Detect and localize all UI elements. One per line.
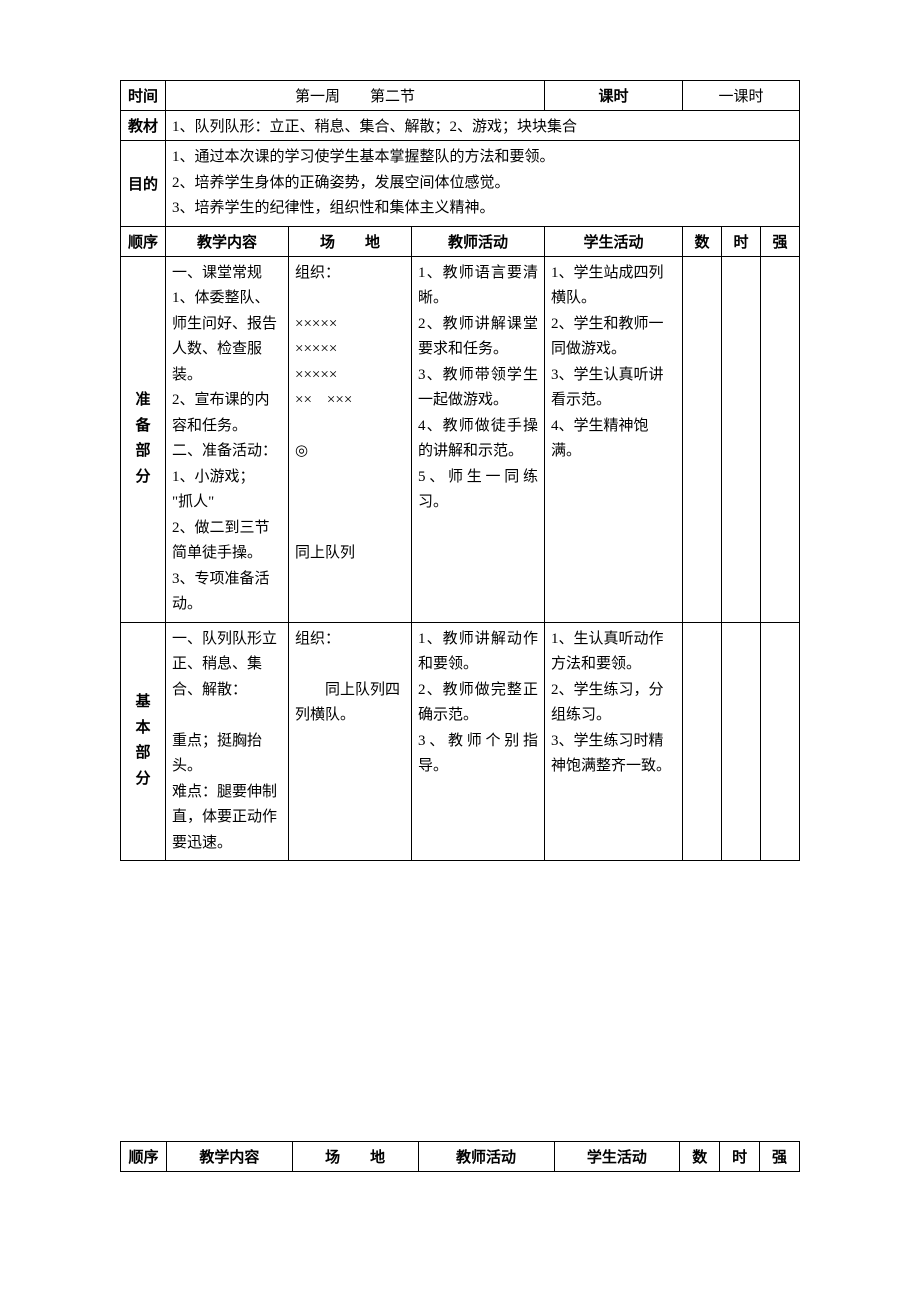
- col2-jiaoshi: 教师活动: [418, 1142, 554, 1172]
- col2-shunxu: 顺序: [121, 1142, 167, 1172]
- mudi-label: 目的: [121, 141, 166, 227]
- col-qiang: 强: [761, 226, 800, 256]
- col-jiaoshi: 教师活动: [412, 226, 545, 256]
- mudi-value: 1、通过本次课的学习使学生基本掌握整队的方法和要领。 2、培养学生身体的正确姿势…: [166, 141, 800, 227]
- col2-xuesheng: 学生活动: [554, 1142, 680, 1172]
- col-xuesheng: 学生活动: [545, 226, 683, 256]
- jiaocai-value: 1、队列队形：立正、稍息、集合、解散；2、游戏；块块集合: [166, 111, 800, 141]
- col-changdi: 场 地: [289, 226, 412, 256]
- time-label: 时间: [121, 81, 166, 111]
- basic-changdi: 组织： 同上队列四列横队。: [289, 622, 412, 861]
- basic-shu: [683, 622, 722, 861]
- lesson-plan-table-continued: 顺序 教学内容 场 地 教师活动 学生活动 数 时 强: [120, 1141, 800, 1172]
- basic-jiaoshi: 1、教师讲解动作和要领。 2、教师做完整正确示范。 3、教师个别指导。: [412, 622, 545, 861]
- page-gap: [120, 861, 800, 1141]
- time-value: 第一周 第二节: [166, 81, 545, 111]
- col2-neirong: 教学内容: [167, 1142, 293, 1172]
- col-shu: 数: [683, 226, 722, 256]
- keshi-label: 课时: [545, 81, 683, 111]
- col-shi: 时: [722, 226, 761, 256]
- prep-shu: [683, 256, 722, 622]
- prep-changdi: 组织： ××××× ××××× ××××× ×× ××× ◎ 同上队列: [289, 256, 412, 622]
- basic-qiang: [761, 622, 800, 861]
- section-label-prep: 准 备 部 分: [121, 256, 166, 622]
- prep-shi: [722, 256, 761, 622]
- basic-shi: [722, 622, 761, 861]
- prep-xuesheng: 1、学生站成四列横队。 2、学生和教师一同做游戏。 3、学生认真听讲看示范。 4…: [545, 256, 683, 622]
- prep-jiaoshi: 1、教师语言要清晰。 2、教师讲解课堂要求和任务。 3、教师带领学生一起做游戏。…: [412, 256, 545, 622]
- col2-shi: 时: [720, 1142, 760, 1172]
- section-label-basic: 基 本 部 分: [121, 622, 166, 861]
- basic-neirong: 一、队列队形立正、稍息、集合、解散： 重点；挺胸抬头。 难点：腿要伸制直，体要正…: [166, 622, 289, 861]
- col2-changdi: 场 地: [292, 1142, 418, 1172]
- col-shunxu: 顺序: [121, 226, 166, 256]
- col2-qiang: 强: [760, 1142, 800, 1172]
- prep-qiang: [761, 256, 800, 622]
- jiaocai-label: 教材: [121, 111, 166, 141]
- lesson-plan-table: 时间 第一周 第二节 课时 一课时 教材 1、队列队形：立正、稍息、集合、解散；…: [120, 80, 800, 861]
- col2-shu: 数: [680, 1142, 720, 1172]
- keshi-value: 一课时: [683, 81, 800, 111]
- col-neirong: 教学内容: [166, 226, 289, 256]
- basic-xuesheng: 1、生认真听动作方法和要领。 2、学生练习，分组练习。 3、学生练习时精神饱满整…: [545, 622, 683, 861]
- prep-neirong: 一、课堂常规 1、体委整队、师生问好、报告人数、检查服装。 2、宣布课的内容和任…: [166, 256, 289, 622]
